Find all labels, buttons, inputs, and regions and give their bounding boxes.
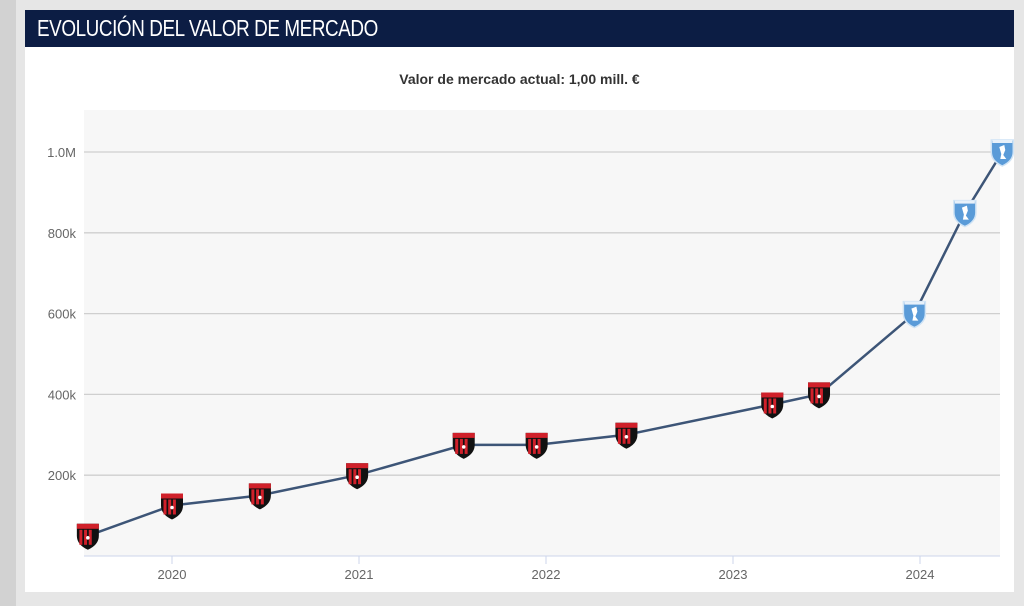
data-point-red-black-crest-icon[interactable]: [615, 422, 638, 449]
data-point-red-black-crest-icon[interactable]: [761, 392, 784, 419]
y-tick-label: 200k: [48, 468, 77, 483]
x-tick-label: 2023: [719, 567, 748, 582]
page-edge: [0, 0, 16, 606]
y-tick-label: 400k: [48, 387, 77, 402]
data-point-blue-crest-icon[interactable]: [990, 139, 1015, 167]
y-tick-label: 800k: [48, 226, 77, 241]
x-tick-label: 2022: [532, 567, 561, 582]
x-tick-label: 2021: [345, 567, 374, 582]
y-tick-label: 600k: [48, 307, 77, 322]
chart-title: Valor de mercado actual: 1,00 mill. €: [399, 71, 640, 87]
x-tick-label: 2020: [158, 567, 187, 582]
data-point-red-black-crest-icon[interactable]: [76, 523, 99, 550]
data-point-red-black-crest-icon[interactable]: [161, 493, 183, 520]
section-header: EVOLUCIÓN DEL VALOR DE MERCADO: [25, 10, 1014, 47]
data-point-blue-crest-icon[interactable]: [953, 199, 977, 228]
x-tick-label: 2024: [906, 567, 935, 582]
data-point-red-black-crest-icon[interactable]: [808, 382, 831, 409]
data-point-blue-crest-icon[interactable]: [902, 300, 927, 329]
data-point-red-black-crest-icon[interactable]: [346, 463, 369, 490]
y-tick-label: 1.0M: [47, 145, 76, 160]
data-point-red-black-crest-icon[interactable]: [452, 432, 475, 459]
section-title: EVOLUCIÓN DEL VALOR DE MERCADO: [37, 15, 378, 41]
plot-area: [84, 110, 1000, 556]
series-line: [87, 151, 1004, 537]
data-point-red-black-crest-icon[interactable]: [525, 432, 548, 459]
data-point-red-black-crest-icon[interactable]: [248, 483, 271, 510]
